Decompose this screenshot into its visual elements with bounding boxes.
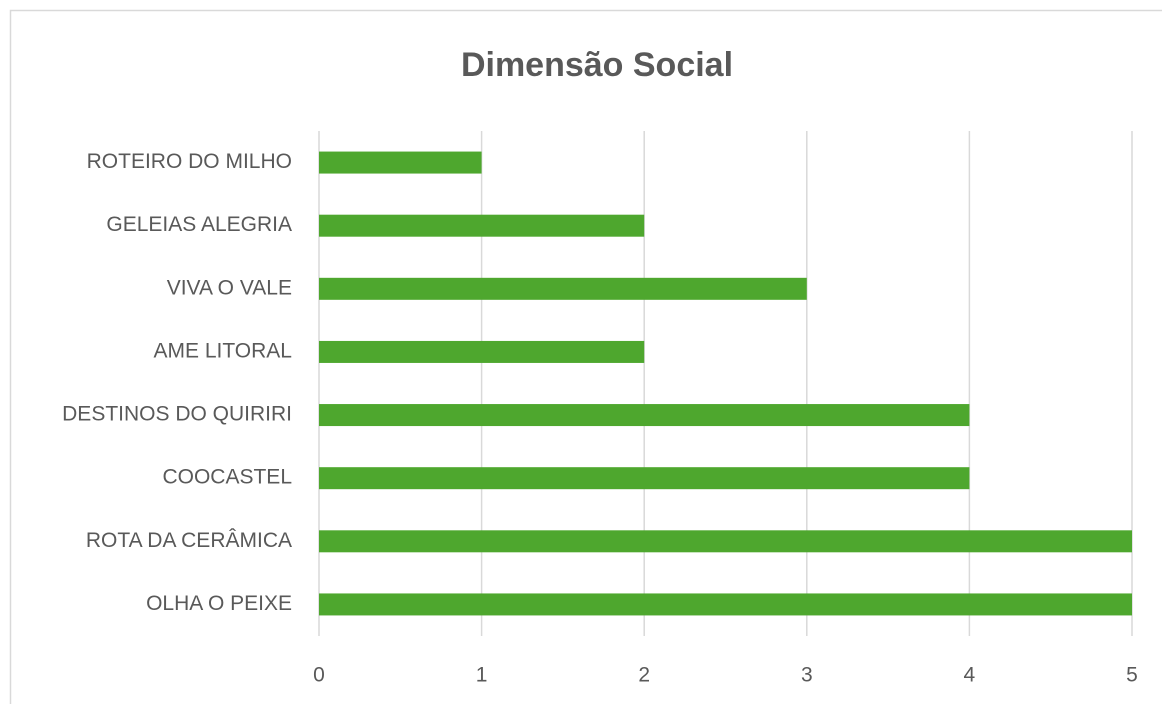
y-tick-label: AME LITORAL	[154, 339, 293, 362]
x-tick-label: 0	[313, 664, 325, 687]
y-tick-label: DESTINOS DO QUIRIRI	[62, 403, 292, 426]
x-tick-label: 2	[638, 664, 650, 687]
y-tick-label: COOCASTEL	[162, 466, 292, 489]
bar	[319, 530, 1132, 553]
y-tick-label: ROTA DA CERÂMICA	[86, 529, 292, 552]
x-tick-label: 5	[1126, 664, 1138, 687]
y-tick-label: OLHA O PEIXE	[146, 592, 292, 615]
bar	[319, 151, 482, 174]
x-tick-label: 4	[964, 664, 976, 687]
bar	[319, 404, 970, 427]
bar	[319, 340, 645, 363]
bar	[319, 593, 1132, 616]
x-tick-label: 1	[476, 664, 488, 687]
bar	[319, 277, 807, 300]
x-tick-label: 3	[801, 664, 813, 687]
chart-title: Dimensão Social	[461, 46, 733, 84]
y-tick-label: ROTEIRO DO MILHO	[87, 150, 292, 173]
bar	[319, 214, 645, 237]
y-tick-label: VIVA O VALE	[167, 276, 292, 299]
bar	[319, 467, 970, 490]
y-tick-label: GELEIAS ALEGRIA	[106, 213, 292, 236]
